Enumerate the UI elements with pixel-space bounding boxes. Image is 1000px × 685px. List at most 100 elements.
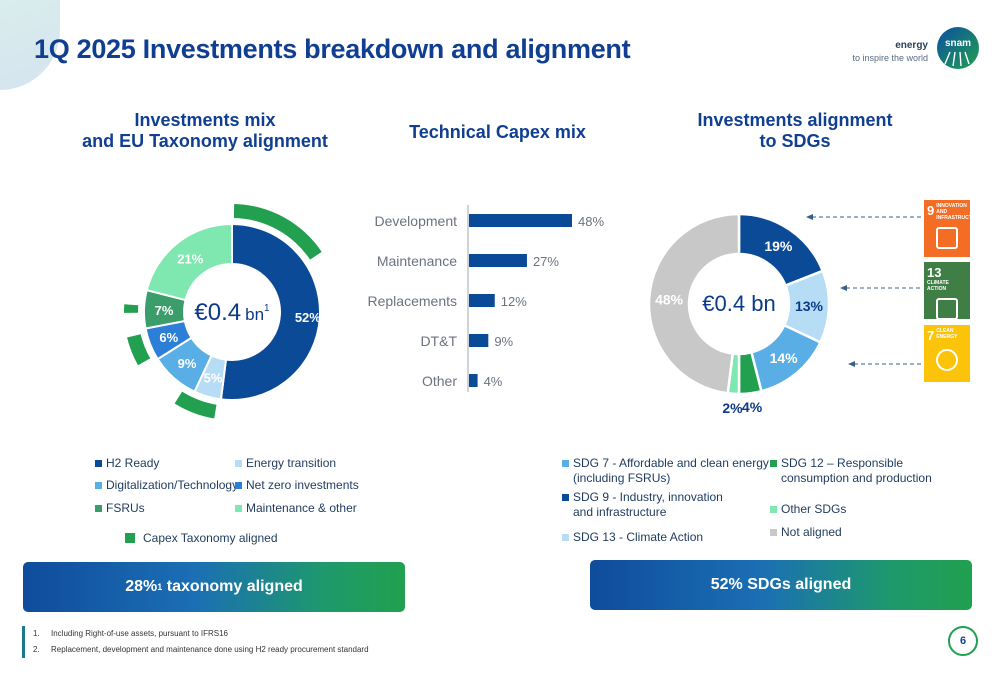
- sdg-tile-text: CLIMATE ACTION: [927, 280, 949, 292]
- capex-value-label: 9%: [494, 334, 513, 349]
- footnote-number: 2.: [33, 645, 40, 654]
- logo-text: snam: [945, 38, 971, 49]
- sdg-slice-label: 14%: [770, 350, 799, 366]
- legend-digitalization: Digitalization/Technology: [95, 478, 238, 493]
- mix-title-line1: Investments mix: [134, 110, 276, 130]
- sdg-tile-number: 13: [927, 265, 942, 280]
- legend-sdg9: SDG 9 - Industry, innovation and infrastr…: [562, 490, 723, 520]
- taxonomy-arc: [124, 304, 139, 313]
- footnote-number: 1.: [33, 629, 40, 638]
- capex-category-label: Development: [375, 213, 458, 229]
- capex-category-label: Other: [422, 373, 457, 389]
- legend-label: Other SDGs: [781, 502, 847, 516]
- taxonomy-aligned-arcs: [124, 204, 322, 419]
- page-number: 6: [948, 626, 978, 656]
- mix-slice-label: 52%: [295, 310, 321, 325]
- legend-label: FSRUs: [106, 501, 145, 515]
- banner-sup: 1: [157, 582, 163, 592]
- arrow-head: [840, 285, 847, 291]
- legend-taxonomy-aligned: Capex Taxonomy aligned: [125, 531, 278, 546]
- legend-sdg7: SDG 7 - Affordable and clean energy (incl…: [562, 456, 769, 486]
- brand-tagline: energy to inspire the world: [852, 40, 928, 64]
- legend-swatch: [562, 494, 569, 501]
- capex-bar: [469, 374, 478, 387]
- mix-center-unit: bn: [245, 305, 264, 324]
- legend-swatch: [235, 482, 242, 489]
- capex-category-label: Maintenance: [377, 253, 457, 269]
- capex-bar: [469, 334, 489, 347]
- capex-bar: [469, 254, 527, 267]
- legend-swatch: [562, 534, 569, 541]
- capex-panel-title: Technical Capex mix: [409, 122, 586, 142]
- legend-swatch: [95, 460, 102, 467]
- page-title: 1Q 2025 Investments breakdown and alignm…: [34, 34, 631, 64]
- sdg-title-line1: Investments alignment: [697, 110, 893, 130]
- legend-energy-transition: Energy transition: [235, 456, 336, 471]
- capex-value-label: 12%: [501, 294, 527, 309]
- legend-label: consumption and production: [781, 471, 932, 485]
- sdg-slice-label: 4%: [742, 399, 763, 415]
- legend-label: SDG 7 - Affordable and clean energy: [573, 456, 769, 470]
- legend-label: H2 Ready: [106, 456, 160, 470]
- sdg-slice-label: 13%: [795, 298, 824, 314]
- brand: energy to inspire the world snam: [820, 24, 980, 74]
- legend-fsrus: FSRUs: [95, 501, 145, 516]
- brand-tagline-text: to inspire the world: [852, 53, 928, 63]
- footnote-2: 2. Replacement, development and maintenan…: [33, 642, 369, 658]
- sdg-slice-label: 19%: [764, 238, 793, 254]
- legend-h2-ready: H2 Ready: [95, 456, 159, 471]
- sdg-tile-icon: [936, 227, 958, 249]
- taxonomy-aligned-banner: 28% 1 taxonomy aligned: [23, 562, 405, 612]
- taxonomy-arc: [127, 334, 151, 366]
- legend-label: SDG 12 – Responsible: [781, 456, 904, 470]
- arrow-head: [806, 214, 813, 220]
- snam-logo: snam: [937, 27, 979, 69]
- legend-label: SDG 13 - Climate Action: [573, 530, 704, 544]
- capex-value-label: 27%: [533, 254, 559, 269]
- taxonomy-arc: [174, 391, 217, 419]
- legend-swatch: [235, 505, 242, 512]
- sdg-tile-number: 9: [927, 203, 935, 218]
- mix-slice-label: 21%: [177, 251, 203, 266]
- legend-swatch: [770, 506, 777, 513]
- arrow-head: [848, 361, 855, 367]
- legend-label: Digitalization/Technology: [106, 478, 239, 492]
- investments-mix-donut: 52% 5% 9%6% 7% 21% €0.4 bn1: [124, 204, 322, 419]
- legend-sdg12: SDG 12 – Responsible consumption and prod…: [770, 456, 932, 486]
- sdg-tile-number: 7: [927, 328, 935, 343]
- capex-category-label: DT&T: [420, 333, 457, 349]
- sdg-tile-icon: [936, 298, 958, 320]
- legend-maintenance: Maintenance & other: [235, 501, 357, 516]
- mix-center-value: €0.4: [194, 299, 241, 326]
- mix-center-sup: 1: [264, 303, 270, 314]
- mix-panel-title: Investments mix and EU Taxonomy alignmen…: [70, 110, 340, 152]
- legend-label: Capex Taxonomy aligned: [143, 531, 278, 545]
- capex-bar: [469, 294, 495, 307]
- capex-bar: [469, 214, 572, 227]
- mix-center-label: €0.4 bn1: [194, 299, 270, 326]
- legend-label: (including FSRUs): [573, 471, 671, 485]
- legend-label: Not aligned: [781, 525, 842, 539]
- mix-slice-label: 5%: [204, 370, 223, 385]
- sdg-center-label: €0.4 bn: [702, 291, 775, 316]
- legend-net-zero: Net zero investments: [235, 478, 359, 493]
- sdg-tile-9: 9 INNOVATION AND INFRASTRUCTURE: [924, 200, 982, 257]
- sdg-alignment-donut: 19% 13% 14% 4%2% 48% €0.4 bn: [647, 212, 831, 416]
- sdg-tile-text: CLEAN ENERGY: [936, 328, 958, 340]
- legend-label: SDG 9 - Industry, innovation: [573, 490, 723, 504]
- sdg-legend: SDG 7 - Affordable and clean energy (incl…: [562, 456, 962, 551]
- legend-other-sdgs: Other SDGs: [770, 502, 846, 517]
- mix-slice-label: 6%: [159, 330, 178, 345]
- brand-tagline-bold: energy: [895, 40, 928, 51]
- banner-value: 28%: [125, 578, 158, 595]
- footnotes: 1. Including Right-of-use assets, pursuan…: [22, 626, 369, 658]
- legend-label: and infrastructure: [573, 505, 667, 519]
- sdg-slice: [647, 212, 741, 395]
- legend-swatch: [95, 505, 102, 512]
- mix-title-line2: and EU Taxonomy alignment: [82, 131, 328, 151]
- capex-category-label: Replacements: [368, 293, 458, 309]
- legend-not-aligned: Not aligned: [770, 525, 842, 540]
- footnote-text: Replacement, development and maintenance…: [51, 645, 369, 654]
- legend-swatch: [95, 482, 102, 489]
- mix-slice: [219, 222, 321, 401]
